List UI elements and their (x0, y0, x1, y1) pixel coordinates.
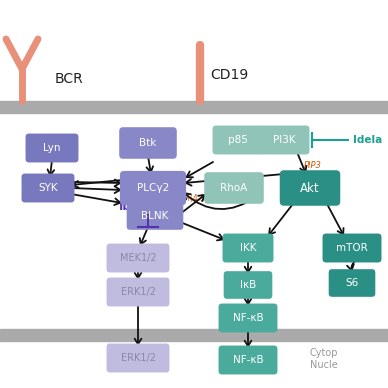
Text: Lyn: Lyn (43, 143, 61, 153)
Text: NF-κB: NF-κB (233, 355, 263, 365)
FancyBboxPatch shape (329, 269, 375, 297)
FancyBboxPatch shape (120, 171, 186, 205)
FancyBboxPatch shape (204, 172, 264, 204)
FancyBboxPatch shape (107, 244, 170, 272)
Text: Cytop: Cytop (310, 348, 338, 358)
FancyBboxPatch shape (280, 170, 340, 206)
Text: RhoA: RhoA (220, 183, 248, 193)
FancyBboxPatch shape (22, 173, 74, 203)
Text: PIP3: PIP3 (304, 161, 322, 170)
FancyBboxPatch shape (322, 234, 381, 262)
Text: p85: p85 (228, 135, 248, 145)
Text: ERK1/2: ERK1/2 (121, 353, 156, 363)
FancyBboxPatch shape (258, 126, 310, 154)
FancyBboxPatch shape (223, 234, 274, 262)
Text: Idela: Idela (353, 135, 382, 145)
Text: Akt: Akt (300, 182, 320, 194)
FancyBboxPatch shape (119, 127, 177, 159)
FancyBboxPatch shape (107, 277, 170, 307)
FancyBboxPatch shape (107, 343, 170, 372)
Text: BCR: BCR (55, 72, 84, 86)
FancyBboxPatch shape (218, 346, 277, 374)
FancyBboxPatch shape (127, 202, 183, 230)
Bar (0, 101, 388, 113)
Text: PI(4.5)P2: PI(4.5)P2 (183, 194, 217, 203)
Text: mTOR: mTOR (336, 243, 368, 253)
Text: Btk: Btk (139, 138, 157, 148)
FancyBboxPatch shape (218, 303, 277, 333)
Text: Nucle: Nucle (310, 360, 338, 370)
Text: NF-κB: NF-κB (233, 313, 263, 323)
Text: S6: S6 (345, 278, 359, 288)
Text: BLNK: BLNK (141, 211, 169, 221)
Text: IκB: IκB (240, 280, 256, 290)
FancyBboxPatch shape (213, 126, 263, 154)
Bar (0, 329, 388, 341)
Text: IKK: IKK (240, 243, 256, 253)
Text: PLCγ2: PLCγ2 (137, 183, 169, 193)
Text: SYK: SYK (38, 183, 58, 193)
Text: PI3K: PI3K (273, 135, 295, 145)
Text: ERK1/2: ERK1/2 (121, 287, 156, 297)
FancyBboxPatch shape (224, 271, 272, 299)
Text: CD19: CD19 (210, 68, 248, 82)
Text: Ibrutinib: Ibrutinib (120, 201, 177, 213)
FancyBboxPatch shape (26, 133, 78, 163)
Text: MEK1/2: MEK1/2 (120, 253, 156, 263)
